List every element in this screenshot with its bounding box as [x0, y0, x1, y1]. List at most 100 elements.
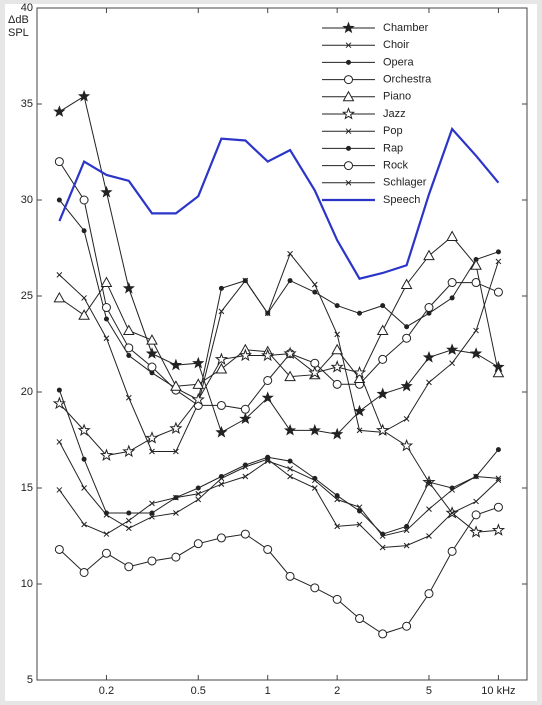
series-line: [59, 252, 499, 452]
marker: [122, 281, 135, 294]
marker: [285, 571, 295, 581]
marker: [400, 278, 413, 289]
marker: [426, 479, 432, 485]
legend-label: Schlager: [383, 177, 427, 189]
marker: [380, 531, 386, 537]
marker: [493, 287, 503, 297]
marker: [331, 427, 344, 440]
x-tick-label: 1: [265, 685, 271, 697]
marker: [473, 473, 479, 479]
marker: [238, 348, 252, 362]
marker: [218, 308, 225, 315]
marker: [378, 354, 388, 364]
marker: [403, 527, 410, 534]
marker: [218, 475, 225, 482]
marker: [99, 448, 114, 461]
marker: [357, 310, 363, 316]
marker: [169, 421, 183, 435]
marker: [495, 475, 502, 482]
x-tick-label: 10 kHz: [481, 685, 515, 697]
marker: [101, 303, 111, 313]
marker: [265, 310, 271, 316]
marker: [422, 350, 436, 363]
marker: [424, 589, 434, 599]
marker: [345, 179, 352, 186]
y-tick-label: 20: [21, 386, 33, 398]
x-tick-label: 2: [334, 685, 340, 697]
x-tick-label: 0.2: [99, 685, 114, 697]
marker: [169, 358, 183, 371]
marker: [334, 496, 341, 503]
marker: [308, 423, 321, 436]
marker: [103, 512, 110, 518]
y-tick-label: 5: [27, 674, 33, 686]
marker: [53, 105, 66, 117]
marker: [287, 473, 293, 480]
marker: [81, 295, 87, 301]
marker: [352, 365, 367, 379]
marker: [195, 485, 201, 491]
marker: [342, 21, 355, 34]
marker: [264, 456, 271, 463]
marker: [103, 531, 110, 537]
marker: [334, 523, 341, 530]
marker: [126, 353, 132, 359]
marker: [103, 335, 110, 342]
legend-label: Speech: [383, 194, 420, 206]
y-axis-label: SPL: [8, 27, 29, 39]
marker: [400, 379, 413, 392]
marker: [287, 458, 293, 464]
marker: [334, 303, 340, 309]
marker: [376, 324, 389, 336]
marker: [145, 431, 159, 444]
legend-label: Rock: [383, 160, 409, 172]
marker: [449, 360, 455, 367]
marker: [81, 521, 87, 528]
marker: [469, 525, 483, 538]
marker: [473, 498, 479, 505]
marker: [146, 334, 158, 345]
y-axis-label: ΔdB: [8, 14, 29, 26]
marker: [403, 542, 410, 549]
marker: [402, 333, 412, 343]
marker: [356, 521, 363, 528]
marker: [495, 249, 501, 255]
y-tick-label: 25: [21, 290, 33, 302]
legend-label: Piano: [383, 91, 411, 103]
legend-label: Rap: [383, 142, 403, 154]
legend-label: Orchestra: [383, 74, 432, 86]
marker: [242, 278, 248, 284]
marker: [446, 343, 459, 355]
marker: [353, 404, 366, 417]
marker: [400, 438, 414, 452]
series-line: [58, 389, 499, 535]
marker: [357, 508, 363, 514]
marker: [126, 510, 132, 516]
marker: [471, 510, 481, 520]
marker: [81, 485, 87, 491]
marker: [54, 157, 64, 167]
marker: [449, 485, 455, 491]
marker: [125, 517, 132, 524]
marker: [147, 362, 157, 372]
marker: [404, 324, 410, 330]
marker: [312, 475, 318, 481]
marker: [218, 285, 224, 291]
marker: [195, 490, 202, 497]
marker: [192, 378, 205, 389]
marker: [308, 365, 322, 379]
marker: [100, 185, 113, 198]
marker: [449, 510, 455, 516]
marker: [334, 331, 341, 338]
marker: [344, 75, 353, 85]
marker: [492, 366, 505, 378]
marker: [426, 379, 432, 386]
x-tick-label: 0.5: [191, 685, 206, 697]
marker: [193, 539, 203, 549]
marker: [287, 250, 293, 257]
legend-label: Chamber: [383, 22, 429, 34]
marker: [77, 423, 91, 436]
marker: [125, 394, 132, 401]
marker: [426, 506, 432, 512]
